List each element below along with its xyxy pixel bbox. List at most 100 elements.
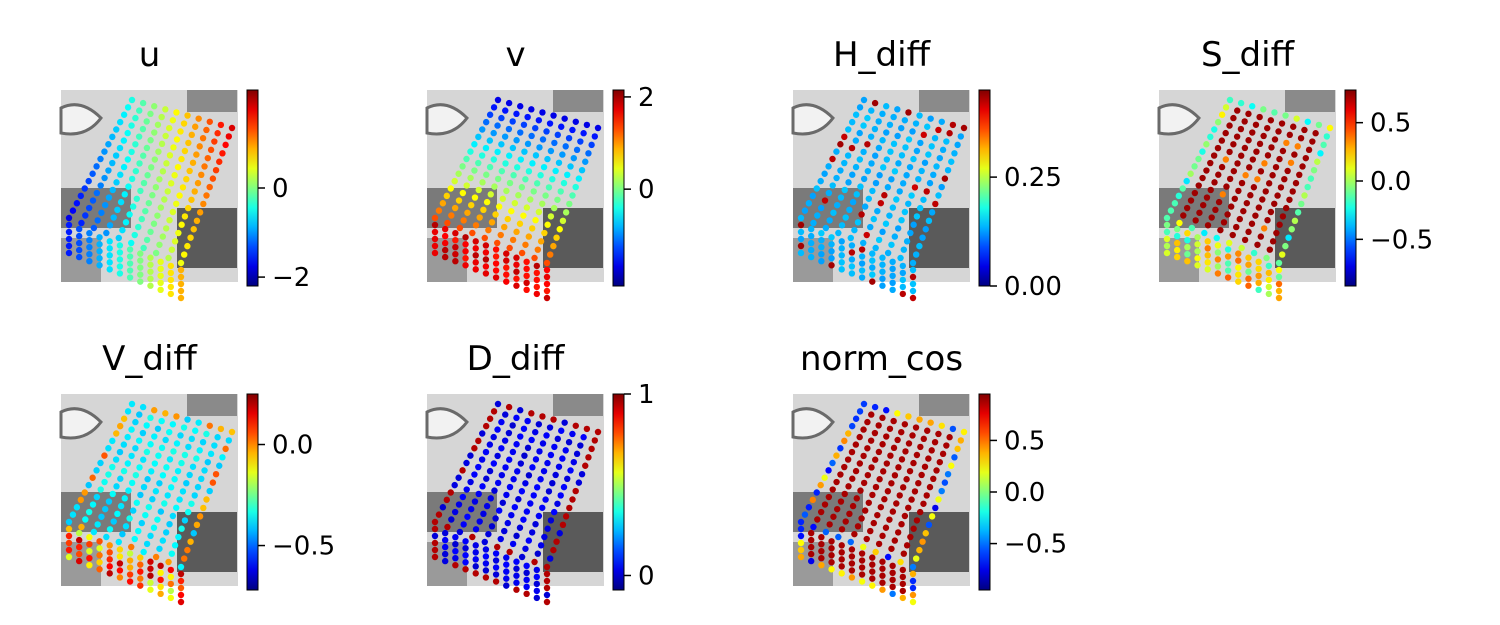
data-point	[1245, 282, 1252, 289]
data-point	[125, 487, 132, 494]
data-point	[907, 533, 914, 541]
data-point	[481, 538, 488, 546]
data-point	[515, 496, 522, 503]
data-point	[858, 246, 866, 253]
data-point	[135, 133, 143, 140]
data-point	[510, 172, 517, 179]
data-point	[156, 241, 163, 248]
data-point	[167, 587, 175, 595]
data-point	[497, 535, 504, 543]
data-point	[492, 267, 500, 274]
data-point	[1296, 171, 1303, 179]
data-point	[125, 183, 132, 190]
data-point	[879, 441, 886, 448]
data-point	[154, 425, 162, 432]
data-point	[830, 513, 837, 520]
data-point	[1294, 143, 1301, 150]
data-point	[797, 518, 805, 526]
data-point	[858, 550, 866, 557]
data-point	[957, 437, 965, 444]
data-point	[147, 110, 154, 118]
data-point	[1194, 241, 1201, 248]
data-point	[448, 212, 455, 219]
data-point	[523, 583, 530, 591]
data-point	[113, 126, 120, 133]
data-point	[925, 151, 932, 158]
data-point	[899, 580, 907, 588]
data-point	[514, 468, 521, 475]
data-point	[919, 538, 926, 545]
data-point	[838, 563, 845, 570]
data-point	[124, 408, 132, 415]
data-point	[1199, 148, 1206, 155]
data-point	[549, 175, 556, 183]
data-point	[1284, 167, 1291, 175]
data-point	[147, 414, 154, 422]
data-point	[120, 467, 128, 475]
data-point	[471, 167, 478, 174]
data-point	[797, 249, 805, 257]
data-point	[171, 542, 179, 549]
data-point	[899, 262, 907, 270]
data-point	[1262, 188, 1269, 195]
data-point	[89, 474, 96, 481]
data-point	[1271, 109, 1278, 116]
data-point	[459, 189, 467, 197]
data-point	[155, 452, 162, 459]
data-point	[846, 510, 853, 518]
data-point	[833, 452, 840, 459]
data-point	[899, 269, 907, 277]
data-point	[525, 168, 533, 175]
data-point	[1245, 110, 1252, 118]
data-point	[856, 129, 863, 137]
data-point	[1238, 152, 1245, 159]
panel-v-diff: V_diff−0.50.0	[57, 339, 335, 606]
data-point	[554, 435, 561, 443]
data-point	[137, 568, 144, 575]
data-point	[452, 243, 459, 251]
data-point	[482, 567, 490, 574]
data-point	[471, 141, 478, 148]
data-point	[1271, 136, 1279, 143]
data-point	[101, 174, 108, 182]
data-point	[520, 212, 527, 219]
data-point	[126, 550, 134, 557]
data-point	[552, 167, 559, 175]
data-point	[949, 425, 957, 433]
data-point	[1276, 155, 1283, 163]
data-point	[912, 424, 920, 431]
data-point	[188, 500, 195, 507]
data-point	[540, 467, 548, 475]
data-point	[147, 565, 154, 572]
data-point	[502, 411, 509, 418]
data-point	[535, 208, 543, 216]
data-point	[889, 576, 896, 584]
data-point	[85, 508, 93, 516]
data-point	[884, 488, 892, 495]
data-point	[523, 258, 530, 266]
data-point	[886, 212, 893, 219]
data-point	[151, 129, 158, 136]
data-point	[200, 200, 207, 208]
data-point	[1275, 287, 1283, 295]
data-point	[157, 569, 164, 577]
data-point	[847, 234, 854, 242]
colorbar-tick-label: 0.0	[1370, 167, 1411, 197]
data-point	[86, 250, 93, 258]
data-point	[222, 445, 229, 453]
data-point	[511, 503, 519, 511]
data-point	[1273, 229, 1280, 237]
panel-v: v02	[423, 35, 655, 302]
data-point	[882, 220, 890, 227]
data-point	[1245, 228, 1252, 236]
data-point	[513, 261, 520, 268]
data-point	[157, 279, 164, 287]
data-point	[807, 225, 815, 233]
data-point	[1203, 167, 1210, 174]
data-point	[543, 591, 551, 599]
data-point	[1245, 261, 1252, 268]
data-point	[126, 578, 134, 585]
data-point	[188, 435, 195, 443]
data-point	[1204, 259, 1211, 266]
data-point	[157, 590, 164, 598]
